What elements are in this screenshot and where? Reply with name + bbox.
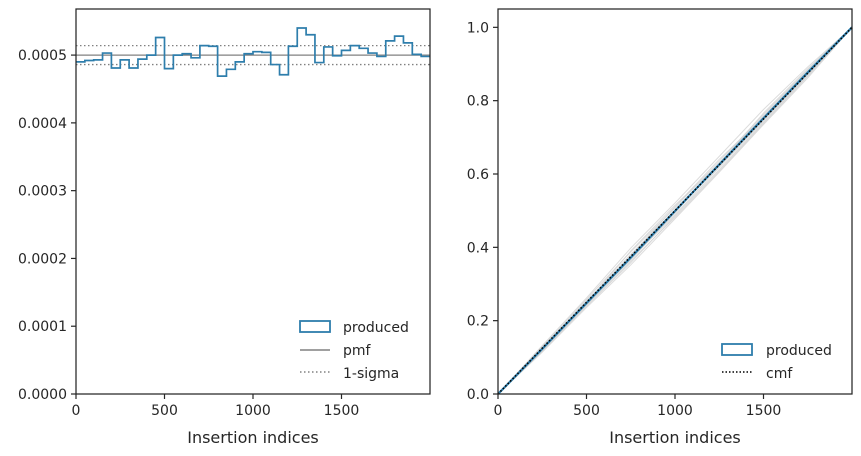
left-y-tick-label: 0.0003 (18, 184, 67, 200)
left-x-axis-label: Insertion indices (187, 428, 319, 447)
background-sample-line (497, 26, 853, 395)
right-y-tick-label: 0.8 (467, 94, 489, 110)
right-panel-cmf: 0 500 1000 1500 0.0 0.2 0.4 0.6 0.8 1.0 Insertion… (467, 8, 853, 447)
left-x-tick-label: 0 (72, 403, 81, 419)
legend-label-produced-cmf: produced (766, 343, 832, 359)
background-sample-line (497, 26, 853, 395)
left-y-tick-label: 0.0001 (18, 319, 67, 335)
produced-step-histogram (76, 27, 430, 77)
left-y-tick-label: 0.0005 (18, 48, 67, 64)
background-sample-line (497, 26, 853, 395)
right-x-tick-label: 500 (573, 403, 600, 419)
legend-label-1-sigma: 1-sigma (343, 366, 399, 382)
left-x-tick-label: 1500 (324, 403, 360, 419)
background-sample-line (497, 27, 853, 395)
left-x-tick-label: 1000 (235, 403, 271, 419)
right-legend: produced cmf (721, 343, 832, 382)
right-y-tick-label: 0.6 (467, 167, 489, 183)
right-y-tick-label: 0.4 (467, 240, 489, 256)
left-y-tick-label: 0.0004 (18, 116, 67, 132)
right-x-axis-label: Insertion indices (609, 428, 741, 447)
left-x-tick-label: 500 (151, 403, 178, 419)
produced-cmf-line (497, 26, 853, 395)
right-x-tick-label: 0 (494, 403, 503, 419)
legend-swatch-produced-cmf (721, 343, 753, 356)
left-y-tick-label: 0.0002 (18, 251, 67, 267)
legend-swatch-produced (299, 320, 331, 333)
legend-label-cmf: cmf (766, 366, 793, 382)
left-panel-pmf: 0 500 1000 1500 0.0000 0.0001 0.0002 0.0003 0.00… (18, 8, 431, 447)
right-x-tick-label: 1000 (657, 403, 693, 419)
right-x-tick-label: 1500 (746, 403, 782, 419)
right-y-tick-label: 0.2 (467, 314, 489, 330)
cmf-reference-line (497, 26, 853, 395)
legend-label-pmf: pmf (343, 343, 372, 359)
right-y-tick-label: 1.0 (467, 20, 489, 36)
legend-label-produced: produced (343, 320, 409, 336)
left-y-tick-label: 0.0000 (18, 387, 67, 403)
left-legend: produced pmf 1-sigma (299, 320, 409, 382)
right-y-tick-label: 0.0 (467, 387, 489, 403)
